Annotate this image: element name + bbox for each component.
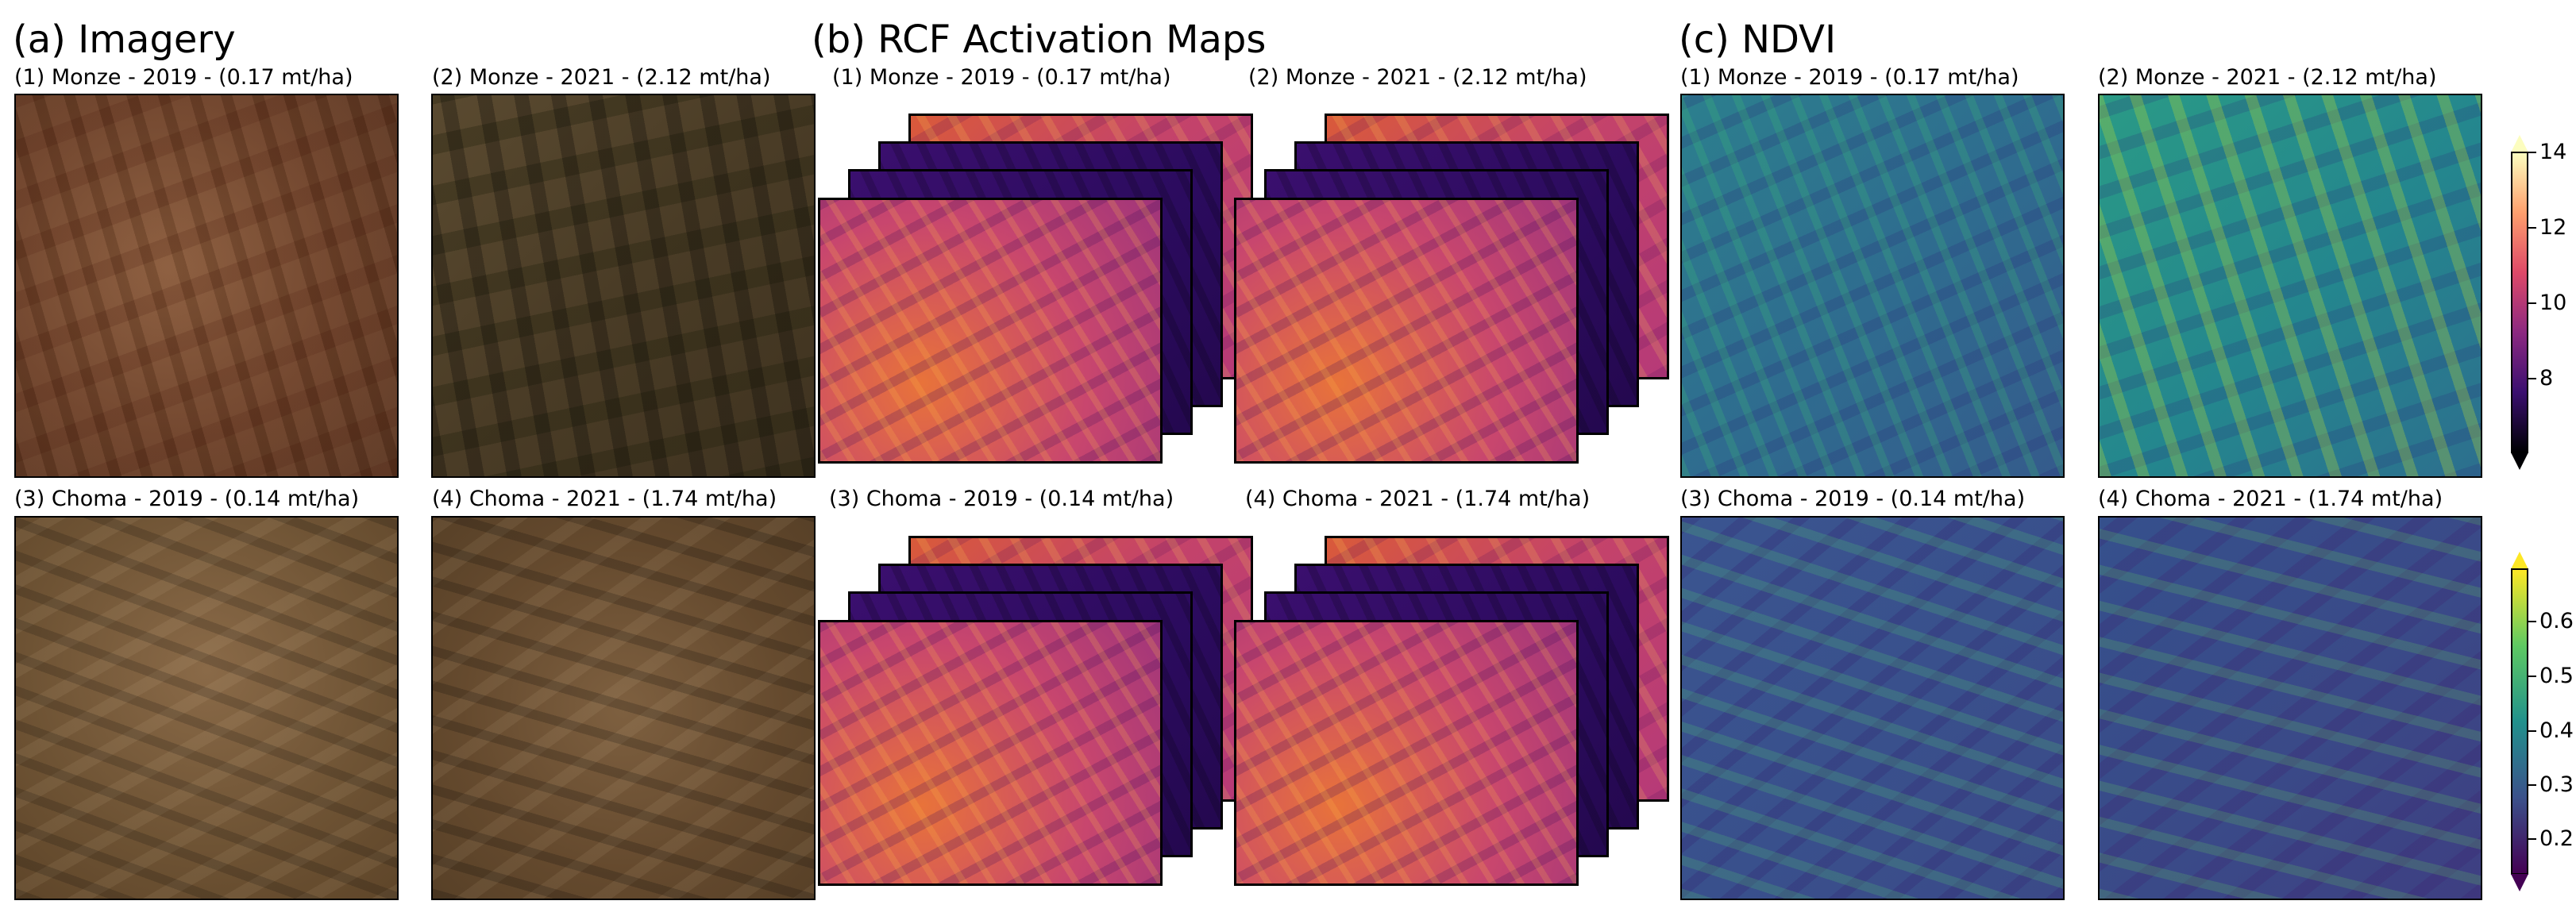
colorbar-rcf-tick <box>2528 378 2536 379</box>
colorbar-ndvi-tick <box>2528 730 2536 732</box>
ndvi-monze-2021 <box>2098 94 2482 478</box>
imagery-caption-3: (3) Choma - 2019 - (0.14 mt/ha) <box>14 487 360 511</box>
colorbar-ndvi-tick <box>2528 676 2536 677</box>
colorbar-ndvi-tick-label: 0.4 <box>2539 718 2574 743</box>
ndvi-choma-2021 <box>2098 516 2482 900</box>
section-title-rcf: (b) RCF Activation Maps <box>812 17 1267 62</box>
rcf-caption-1: (1) Monze - 2019 - (0.17 mt/ha) <box>832 65 1171 90</box>
imagery-caption-2: (2) Monze - 2021 - (2.12 mt/ha) <box>432 65 771 90</box>
rcf-caption-2: (2) Monze - 2021 - (2.12 mt/ha) <box>1248 65 1587 90</box>
colorbar-rcf-gradient <box>2511 152 2528 453</box>
colorbar-ndvi-tick-label: 0.3 <box>2539 772 2574 797</box>
colorbar-rcf-tick <box>2528 302 2536 304</box>
colorbar-ndvi-gradient <box>2511 568 2528 875</box>
colorbar-ndvi-min-arrow <box>2511 874 2528 891</box>
ndvi-caption-2: (2) Monze - 2021 - (2.12 mt/ha) <box>2098 65 2437 90</box>
colorbar-rcf-min-arrow <box>2511 452 2528 470</box>
rcf-card-front <box>818 620 1163 886</box>
section-title-ndvi: (c) NDVI <box>1679 17 1837 62</box>
rcf-caption-4: (4) Choma - 2021 - (1.74 mt/ha) <box>1245 487 1591 511</box>
ndvi-caption-4: (4) Choma - 2021 - (1.74 mt/ha) <box>2098 487 2443 511</box>
colorbar-rcf-tick-label: 12 <box>2539 215 2567 240</box>
rcf-caption-3: (3) Choma - 2019 - (0.14 mt/ha) <box>829 487 1174 511</box>
colorbar-ndvi-tick <box>2528 621 2536 622</box>
ndvi-monze-2019 <box>1680 94 2065 478</box>
imagery-caption-1: (1) Monze - 2019 - (0.17 mt/ha) <box>14 65 353 90</box>
rcf-card-front <box>1234 620 1579 886</box>
colorbar-ndvi-tick-label: 0.6 <box>2539 609 2574 633</box>
rcf-card-front <box>1234 198 1579 464</box>
imagery-monze-2019 <box>14 94 399 478</box>
colorbar-rcf-max-arrow <box>2511 135 2528 152</box>
colorbar-rcf-tick <box>2528 227 2536 229</box>
colorbar-ndvi-tick <box>2528 784 2536 786</box>
colorbar-rcf-tick-label: 14 <box>2539 140 2567 164</box>
imagery-choma-2021 <box>431 516 816 900</box>
colorbar-rcf-tick-label: 10 <box>2539 291 2567 315</box>
section-title-imagery: (a) Imagery <box>13 17 236 62</box>
colorbar-ndvi-tick <box>2528 838 2536 840</box>
rcf-card-front <box>818 198 1163 464</box>
imagery-choma-2019 <box>14 516 399 900</box>
colorbar-ndvi-max-arrow <box>2511 552 2528 569</box>
colorbar-ndvi-tick-label: 0.5 <box>2539 664 2574 688</box>
ndvi-caption-1: (1) Monze - 2019 - (0.17 mt/ha) <box>1680 65 2019 90</box>
colorbar-ndvi-tick-label: 0.2 <box>2539 826 2574 851</box>
ndvi-caption-3: (3) Choma - 2019 - (0.14 mt/ha) <box>1680 487 2026 511</box>
colorbar-rcf-tick <box>2528 152 2536 153</box>
colorbar-rcf-tick-label: 8 <box>2539 366 2554 391</box>
imagery-monze-2021 <box>431 94 816 478</box>
ndvi-choma-2019 <box>1680 516 2065 900</box>
imagery-caption-4: (4) Choma - 2021 - (1.74 mt/ha) <box>432 487 777 511</box>
